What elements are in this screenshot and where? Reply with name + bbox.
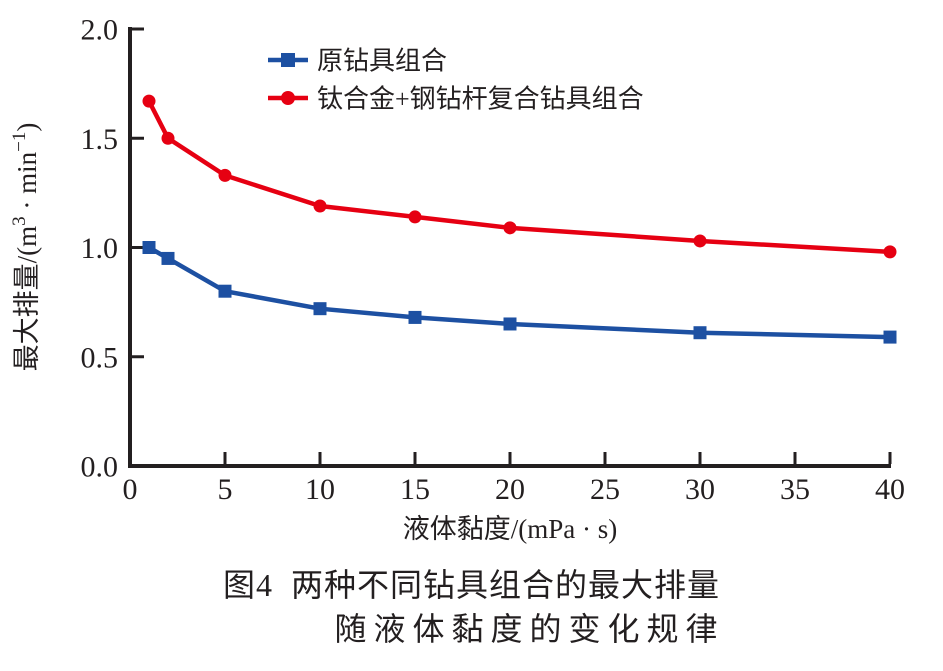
series-1-marker-7 [883, 245, 897, 259]
x-tick-label-10: 10 [305, 473, 335, 506]
y-tick-label-0.5: 0.5 [81, 341, 119, 374]
y-tick-label-1.0: 1.0 [81, 232, 119, 265]
x-tick-label-20: 20 [495, 473, 525, 506]
series-0-marker-4 [408, 310, 422, 324]
series-1-marker-4 [408, 210, 422, 224]
y-axis-title: 最大排量/(m3 · min−1) [9, 123, 42, 372]
x-tick-label-30: 30 [685, 473, 715, 506]
line-chart: 0 5 10 15 20 25 30 35 40 0.0 0.5 1.0 1.5 2.0 原钻具组合钛合金+… [9, 14, 905, 545]
series-0-marker-5 [503, 317, 517, 331]
legend-circle-marker-icon [281, 91, 295, 105]
y-tick-label-1.5: 1.5 [81, 123, 119, 156]
legend-label-1: 钛合金+钢钻杆复合钻具组合 [317, 85, 644, 114]
series-0-marker-7 [883, 330, 897, 344]
series-0-marker-3 [313, 302, 327, 316]
series-1-marker-2 [218, 168, 232, 182]
legend-entry-1: 钛合金+钢钻杆复合钻具组合 [268, 85, 644, 114]
x-tick-label-35: 35 [780, 473, 810, 506]
series-0-marker-2 [218, 284, 232, 298]
y-tick-label-0.0: 0.0 [81, 451, 119, 484]
series-1-marker-5 [503, 221, 517, 235]
series-line-0 [147, 245, 891, 340]
series-1-marker-3 [313, 199, 327, 213]
series-1-marker-0 [142, 94, 156, 108]
legend-label-0: 原钻具组合 [317, 47, 447, 76]
x-tick-label-5: 5 [218, 473, 233, 506]
x-axis-title: 液体黏度/(mPa · s) [403, 514, 617, 544]
x-tick-label-40: 40 [875, 473, 905, 506]
caption-line-2: 随液体黏度的变化规律 [334, 611, 725, 647]
x-tick-label-0: 0 [123, 473, 138, 506]
legend-square-marker-icon [281, 53, 295, 67]
figure-caption: 图4 两种不同钻具组合的最大排量 随液体黏度的变化规律 [0, 563, 943, 651]
series-1-marker-1 [161, 131, 175, 145]
x-tick-label-15: 15 [400, 473, 430, 506]
series-0-marker-1 [161, 251, 175, 265]
series-0-marker-6 [693, 326, 707, 340]
legend-entry-0: 原钻具组合 [268, 47, 447, 76]
x-tick-label-25: 25 [590, 473, 620, 506]
y-tick-label-2.0: 2.0 [81, 14, 119, 47]
series-0-marker-0 [142, 241, 156, 254]
caption-line-1: 图4 两种不同钻具组合的最大排量 [222, 567, 720, 603]
series-line-1 [146, 100, 891, 255]
series-1-marker-6 [693, 234, 707, 248]
